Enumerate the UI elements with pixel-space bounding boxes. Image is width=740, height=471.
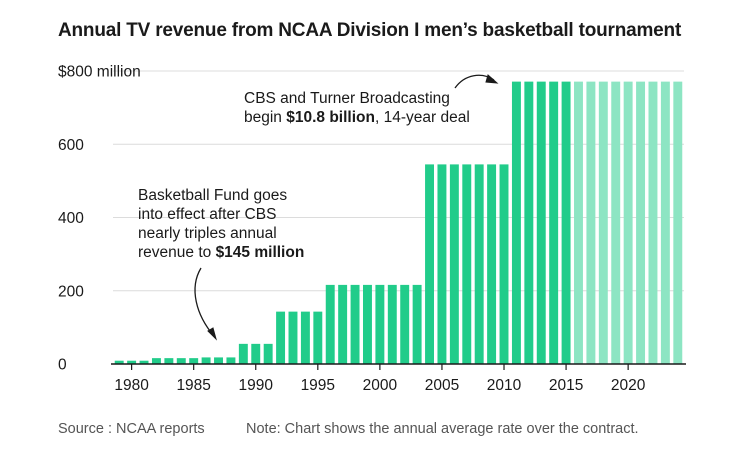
- bar: [151, 358, 161, 364]
- bar: [387, 284, 397, 364]
- bar: [400, 284, 410, 364]
- x-tick-label: 1980: [114, 377, 149, 394]
- annotation-line: begin $10.8 billion, 14-year deal: [244, 108, 470, 127]
- bar: [660, 81, 670, 364]
- bar: [437, 164, 447, 364]
- source-note: Source : NCAA reports: [58, 421, 205, 437]
- bar: [375, 284, 385, 364]
- bar: [511, 81, 521, 364]
- bar: [350, 284, 360, 364]
- bar: [474, 164, 484, 364]
- x-tick-label: 1995: [301, 377, 335, 394]
- x-tick-label: 2015: [549, 377, 583, 394]
- bar: [127, 360, 137, 364]
- bar: [139, 360, 149, 364]
- annotation-text: begin: [244, 109, 282, 126]
- bar: [164, 358, 174, 364]
- bar: [313, 311, 323, 364]
- bar: [648, 81, 658, 364]
- chart-note: Note: Chart shows the annual average rat…: [246, 421, 639, 437]
- annotation-suffix: , 14-year deal: [374, 109, 470, 126]
- bar: [338, 284, 348, 364]
- annotation-cbs-turner: CBS and Turner Broadcasting begin $10.8 …: [244, 89, 470, 127]
- bar: [325, 284, 335, 364]
- bar: [549, 81, 559, 364]
- arrowhead-cbs-1989: [207, 327, 217, 341]
- annotation-highlight: $10.8 billion: [286, 109, 375, 126]
- y-tick-label: 200: [58, 283, 84, 300]
- bar: [499, 164, 509, 364]
- arrowhead-cbs-2010: [485, 74, 499, 84]
- bar: [362, 284, 372, 364]
- y-tick-label: 0: [58, 357, 67, 374]
- bar: [598, 81, 608, 364]
- bar: [201, 357, 211, 364]
- x-axis-ticks: 1980 1985 1990 1995 2000 2005 2010 2015 2020: [114, 364, 646, 394]
- bar: [176, 358, 186, 364]
- bar: [623, 81, 633, 364]
- bar: [487, 164, 497, 364]
- x-tick-label: 1985: [176, 377, 210, 394]
- annotation-basketball-fund: Basketball Fund goes into effect after C…: [138, 186, 304, 262]
- annotation-arrows: [194, 74, 499, 341]
- bar: [536, 81, 546, 364]
- annotation-highlight: $145 million: [215, 244, 305, 261]
- annotation-line: Basketball Fund goes: [138, 187, 288, 204]
- y-axis-ticks: 0 200 400 600 $800 million: [58, 64, 141, 374]
- annotation-line: CBS and Turner Broadcasting: [244, 90, 450, 107]
- x-tick-label: 2020: [611, 377, 646, 394]
- bar: [189, 358, 199, 364]
- bar: [263, 343, 273, 364]
- annotation-text: revenue to: [138, 244, 212, 261]
- chart-title: Annual TV revenue from NCAA Division I m…: [58, 20, 682, 41]
- bar: [636, 81, 646, 364]
- arrow-cbs-1989: [194, 267, 215, 337]
- bar: [561, 81, 571, 364]
- x-tick-label: 1990: [239, 377, 274, 394]
- y-tick-label: 600: [58, 137, 84, 154]
- bar: [425, 164, 435, 364]
- y-tick-label: $800 million: [58, 64, 141, 81]
- annotation-line: into effect after CBS: [138, 206, 277, 223]
- y-tick-label: 400: [58, 210, 84, 227]
- bar: [524, 81, 534, 364]
- bar: [673, 81, 683, 364]
- bar: [238, 343, 248, 364]
- x-tick-label: 2010: [487, 377, 522, 394]
- bar: [462, 164, 472, 364]
- x-tick-label: 2000: [363, 377, 398, 394]
- bar: [226, 357, 236, 364]
- annotation-line: nearly triples annual: [138, 225, 277, 242]
- bar: [251, 343, 261, 364]
- bar: [276, 311, 286, 364]
- x-tick-label: 2005: [425, 377, 459, 394]
- bar: [449, 164, 459, 364]
- bar: [412, 284, 422, 364]
- bar: [611, 81, 621, 364]
- bar: [288, 311, 298, 364]
- bar: [214, 357, 223, 364]
- bar: [114, 360, 124, 364]
- bars: [114, 81, 683, 364]
- bar: [574, 81, 583, 364]
- annotation-line: revenue to $145 million: [138, 243, 304, 262]
- bar: [300, 311, 310, 364]
- bar: [586, 81, 596, 364]
